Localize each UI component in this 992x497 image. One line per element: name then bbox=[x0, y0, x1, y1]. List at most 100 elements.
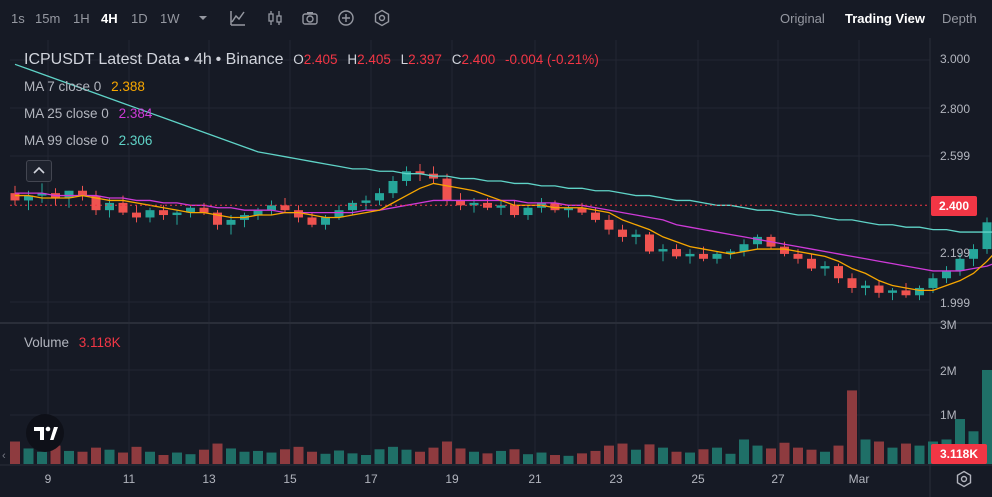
date-tick: 15 bbox=[283, 472, 297, 486]
candle-body bbox=[901, 290, 911, 296]
interval-1w[interactable]: 1W bbox=[160, 11, 180, 26]
ma25-label: MA 25 close 0 bbox=[24, 106, 109, 121]
volume-tick: 3M bbox=[940, 318, 957, 332]
volume-bar bbox=[266, 452, 277, 464]
volume-bar bbox=[577, 453, 587, 464]
ma7-value: 2.388 bbox=[111, 79, 145, 94]
candle-body bbox=[523, 207, 533, 216]
candle-body bbox=[577, 207, 587, 213]
date-tick: 17 bbox=[364, 472, 378, 486]
high-value: 2.405 bbox=[357, 52, 391, 67]
separator-dot: • bbox=[183, 51, 195, 68]
price-tick: 1.999 bbox=[940, 296, 971, 310]
volume-bar bbox=[982, 369, 992, 464]
view-trading-view[interactable]: Trading View bbox=[845, 11, 925, 26]
candlestick-chart[interactable] bbox=[0, 38, 992, 497]
interval-15m[interactable]: 15m bbox=[35, 11, 61, 26]
scroll-left-icon[interactable]: ‹ bbox=[2, 450, 6, 462]
volume-bar bbox=[172, 452, 182, 464]
open-value: 2.405 bbox=[303, 52, 338, 67]
candle-body bbox=[24, 195, 33, 201]
volume-tick: 2M bbox=[940, 364, 957, 378]
volume-bar bbox=[23, 448, 34, 464]
chart-settings-icon[interactable] bbox=[955, 470, 973, 488]
change-value: -0.004 (-0.21%) bbox=[505, 52, 599, 67]
candle-type-icon[interactable] bbox=[266, 9, 284, 27]
volume-bar bbox=[77, 451, 88, 464]
candle-body bbox=[861, 285, 870, 288]
price-tick: 2.199 bbox=[940, 246, 971, 260]
chevron-up-icon bbox=[33, 166, 45, 174]
volume-bar bbox=[793, 447, 803, 464]
volume-bar bbox=[226, 448, 236, 464]
volume-bar bbox=[496, 450, 506, 464]
candle-body bbox=[604, 219, 614, 230]
current-price-tag: 2.400 bbox=[931, 196, 977, 216]
ma7-label: MA 7 close 0 bbox=[24, 79, 102, 94]
candle-body bbox=[739, 244, 749, 252]
volume-bar bbox=[347, 453, 358, 464]
view-depth[interactable]: Depth bbox=[942, 11, 977, 26]
camera-icon[interactable] bbox=[301, 9, 319, 27]
tradingview-logo[interactable] bbox=[26, 414, 64, 452]
candle-body bbox=[199, 207, 209, 213]
candle-body bbox=[267, 205, 276, 211]
interval-1h[interactable]: 1H bbox=[73, 11, 90, 26]
candle-body bbox=[469, 202, 479, 206]
volume-bar bbox=[185, 454, 196, 464]
volume-bar bbox=[509, 449, 520, 464]
ma99-line bbox=[14, 63, 992, 233]
date-tick: 9 bbox=[44, 472, 52, 486]
add-icon[interactable] bbox=[337, 9, 355, 27]
interval-label: 4h bbox=[194, 51, 212, 68]
volume-bar bbox=[469, 451, 479, 464]
date-tick: 19 bbox=[445, 472, 459, 486]
volume-bar bbox=[104, 449, 115, 464]
date-tick: 23 bbox=[609, 472, 623, 486]
volume-bar bbox=[847, 390, 857, 464]
candle-body bbox=[280, 205, 290, 211]
candle-body bbox=[969, 249, 978, 259]
candle-body bbox=[159, 210, 168, 216]
candle-body bbox=[658, 249, 668, 252]
interval-4h[interactable]: 4H bbox=[101, 11, 118, 26]
volume-bar bbox=[428, 447, 439, 464]
candle-body bbox=[793, 253, 803, 259]
volume-bar bbox=[307, 451, 317, 464]
chevron-down-icon[interactable] bbox=[194, 9, 212, 27]
candle-body bbox=[631, 234, 641, 237]
interval-1d[interactable]: 1D bbox=[131, 11, 148, 26]
candle-body bbox=[564, 207, 573, 211]
volume-bar bbox=[523, 454, 533, 464]
indicators-icon[interactable] bbox=[229, 9, 247, 27]
volume-bar bbox=[698, 449, 709, 464]
candle-body bbox=[834, 266, 843, 279]
candle-body bbox=[186, 207, 195, 213]
volume-bar bbox=[37, 451, 47, 464]
candle-body bbox=[982, 222, 992, 250]
current-volume-tag: 3.118K bbox=[931, 444, 987, 464]
candle-body bbox=[942, 270, 951, 279]
interval-1s[interactable]: 1s bbox=[11, 11, 25, 26]
volume-bar bbox=[671, 451, 682, 464]
chart-toolbar: 1s 15m 1H 4H 1D 1W Original Trading View… bbox=[0, 0, 992, 38]
candle-body bbox=[10, 193, 20, 201]
volume-legend: Volume 3.118K bbox=[24, 335, 121, 350]
volume-bar bbox=[550, 455, 560, 464]
settings-icon[interactable] bbox=[373, 9, 391, 27]
volume-bar bbox=[280, 449, 290, 464]
volume-bar bbox=[887, 447, 898, 464]
candle-body bbox=[91, 195, 101, 211]
volume-bar bbox=[739, 439, 749, 464]
candle-body bbox=[483, 202, 492, 208]
volume-bar bbox=[158, 455, 169, 464]
ma25-legend: MA 25 close 0 2.384 bbox=[24, 106, 152, 121]
volume-bar bbox=[658, 447, 668, 464]
candle-body bbox=[294, 210, 303, 218]
ma25-line bbox=[15, 192, 992, 272]
candle-body bbox=[888, 290, 897, 293]
candle-body bbox=[226, 219, 236, 225]
legend-collapse-button[interactable] bbox=[26, 160, 52, 182]
view-original[interactable]: Original bbox=[780, 11, 825, 26]
candle-body bbox=[388, 181, 398, 194]
